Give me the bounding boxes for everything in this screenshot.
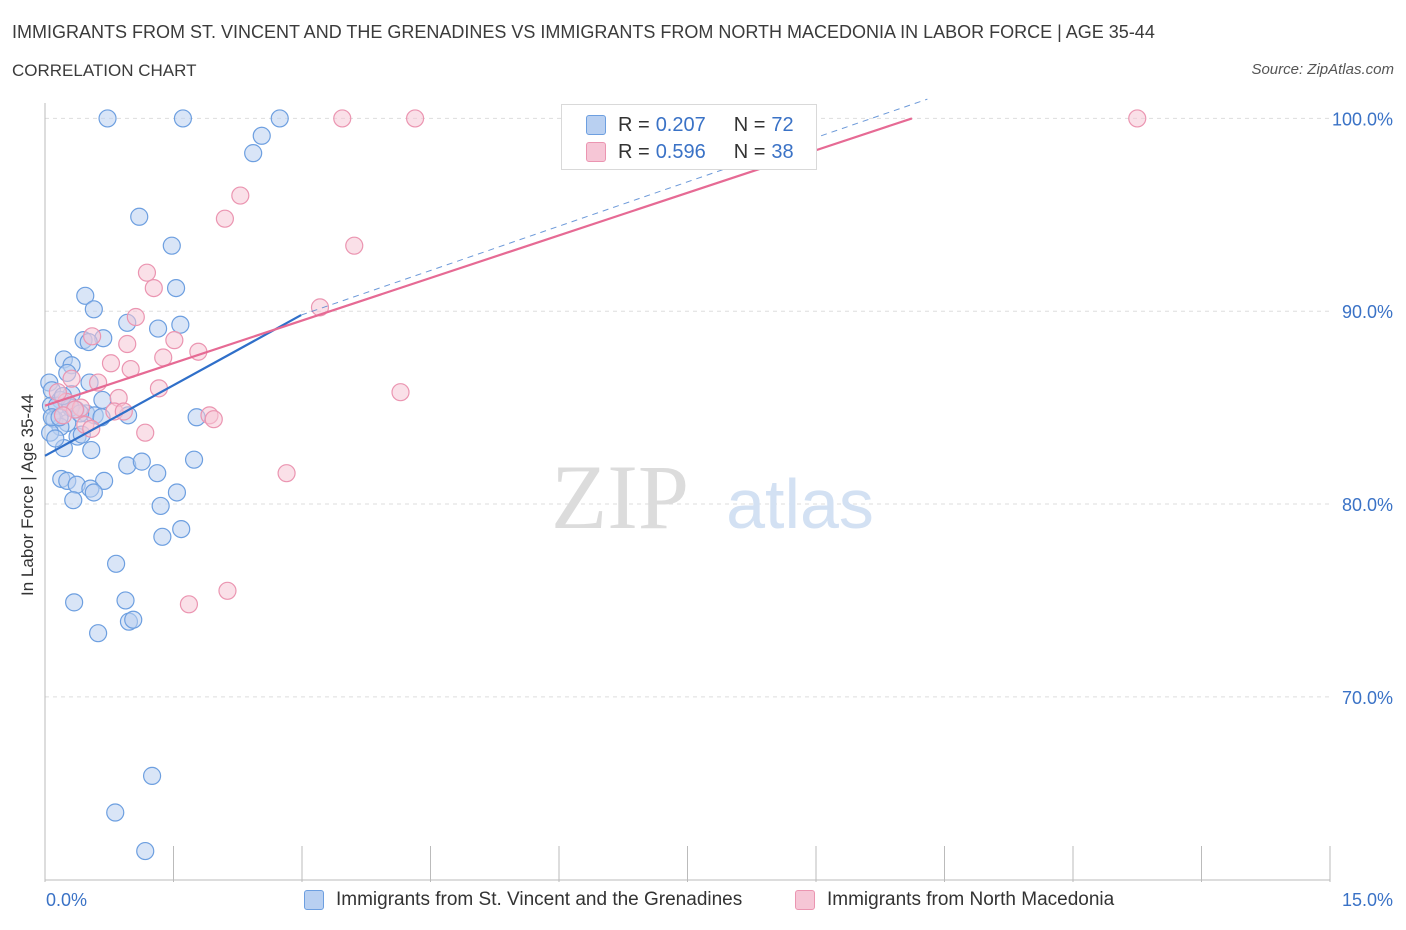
n-value: 72 (771, 113, 794, 136)
point-north-macedonia (137, 263, 157, 282)
point-st-vincent (107, 554, 126, 573)
point-north-macedonia (53, 406, 73, 425)
chart-title: IMMIGRANTS FROM ST. VINCENT AND THE GREN… (12, 22, 1155, 42)
point-north-macedonia (204, 410, 223, 429)
point-north-macedonia (215, 209, 234, 228)
point-north-macedonia (179, 595, 199, 614)
point-st-vincent (132, 452, 151, 471)
point-st-vincent (76, 286, 95, 305)
point-st-vincent (151, 496, 170, 516)
point-north-macedonia (218, 581, 237, 600)
point-st-vincent (172, 519, 191, 539)
point-north-macedonia (333, 109, 352, 128)
point-north-macedonia (310, 298, 330, 317)
y-tick-labels: 100.0% 90.0% 80.0% 70.0% (1332, 109, 1393, 707)
watermark: ZIP atlas (551, 446, 874, 548)
point-st-vincent (84, 300, 103, 319)
point-north-macedonia (144, 278, 163, 298)
point-st-vincent (162, 236, 181, 255)
point-st-vincent (89, 624, 108, 643)
n-label: N = (733, 113, 766, 136)
point-north-macedonia (118, 334, 137, 354)
point-st-vincent (84, 483, 103, 502)
x-tick-max: 15.0% (1341, 890, 1393, 910)
point-north-macedonia (277, 464, 296, 483)
point-north-macedonia (405, 109, 425, 128)
point-north-macedonia (101, 354, 121, 373)
legend-swatch-pink (795, 890, 815, 910)
chart-subtitle: CORRELATION CHART (12, 61, 197, 80)
y-axis-label: In Labor Force | Age 35-44 (18, 394, 37, 596)
point-st-vincent (148, 319, 168, 338)
y-tick-label: 100.0% (1332, 109, 1393, 129)
point-st-vincent (142, 766, 162, 785)
point-st-vincent (270, 109, 289, 128)
gridlines (45, 117, 1330, 698)
point-st-vincent (244, 144, 263, 163)
r-label: R = (618, 113, 650, 136)
watermark-atlas: atlas (726, 465, 874, 543)
point-st-vincent (82, 440, 101, 460)
point-st-vincent (64, 491, 83, 510)
legend-item-north-macedonia[interactable]: Immigrants from North Macedonia (795, 889, 1114, 911)
x-tick-min: 0.0% (46, 890, 88, 910)
point-st-vincent (173, 109, 193, 128)
point-north-macedonia (136, 423, 155, 442)
legend-label: Immigrants from North Macedonia (827, 889, 1115, 910)
point-st-vincent (116, 591, 135, 610)
n-value: 38 (771, 140, 794, 163)
r-value: 0.596 (655, 140, 706, 163)
watermark-zip: ZIP (551, 446, 689, 548)
r-value: 0.207 (655, 113, 706, 136)
trend-line-st-vincent (44, 314, 302, 457)
point-north-macedonia (1128, 109, 1147, 128)
point-st-vincent (98, 109, 117, 128)
n-label: N = (733, 140, 766, 163)
legend-swatch-blue (586, 115, 606, 135)
point-north-macedonia (62, 369, 81, 388)
point-north-macedonia (345, 236, 364, 255)
stats-legend-row-pink: R = 0.596 N = 38 (586, 140, 794, 164)
y-tick-label: 70.0% (1342, 688, 1393, 708)
axes (44, 103, 1331, 882)
point-st-vincent (65, 593, 84, 612)
point-st-vincent (148, 464, 167, 483)
point-st-vincent (130, 207, 149, 226)
source-label: Source: ZipAtlas.com (1251, 61, 1394, 78)
point-st-vincent (106, 803, 125, 822)
y-tick-label: 90.0% (1342, 302, 1393, 322)
legend-label: Immigrants from St. Vincent and the Gren… (336, 889, 743, 910)
point-st-vincent (153, 527, 172, 546)
point-st-vincent (171, 315, 190, 334)
point-north-macedonia (48, 383, 67, 402)
y-tick-label: 80.0% (1342, 495, 1393, 515)
point-st-vincent (124, 610, 143, 629)
point-st-vincent (167, 483, 187, 502)
point-st-vincent (46, 429, 65, 448)
legend-swatch-pink (586, 142, 606, 162)
point-north-macedonia (83, 327, 102, 346)
point-st-vincent (166, 278, 186, 298)
point-north-macedonia (231, 186, 250, 205)
trend-line-extension (300, 98, 928, 316)
point-st-vincent (184, 450, 204, 469)
legend-item-st-vincent[interactable]: Immigrants from St. Vincent and the Gren… (304, 889, 742, 911)
r-label: R = (618, 140, 650, 163)
point-north-macedonia (126, 307, 145, 327)
stats-legend-row-blue: R = 0.207 N = 72 (586, 113, 794, 137)
legend-swatch-blue (304, 890, 324, 910)
point-st-vincent (252, 126, 271, 145)
point-st-vincent (136, 841, 155, 861)
point-north-macedonia (165, 331, 184, 350)
stats-legend: R = 0.207 N = 72 R = 0.596 N = 38 (561, 104, 817, 170)
point-st-vincent (95, 471, 114, 490)
point-north-macedonia (391, 383, 410, 402)
